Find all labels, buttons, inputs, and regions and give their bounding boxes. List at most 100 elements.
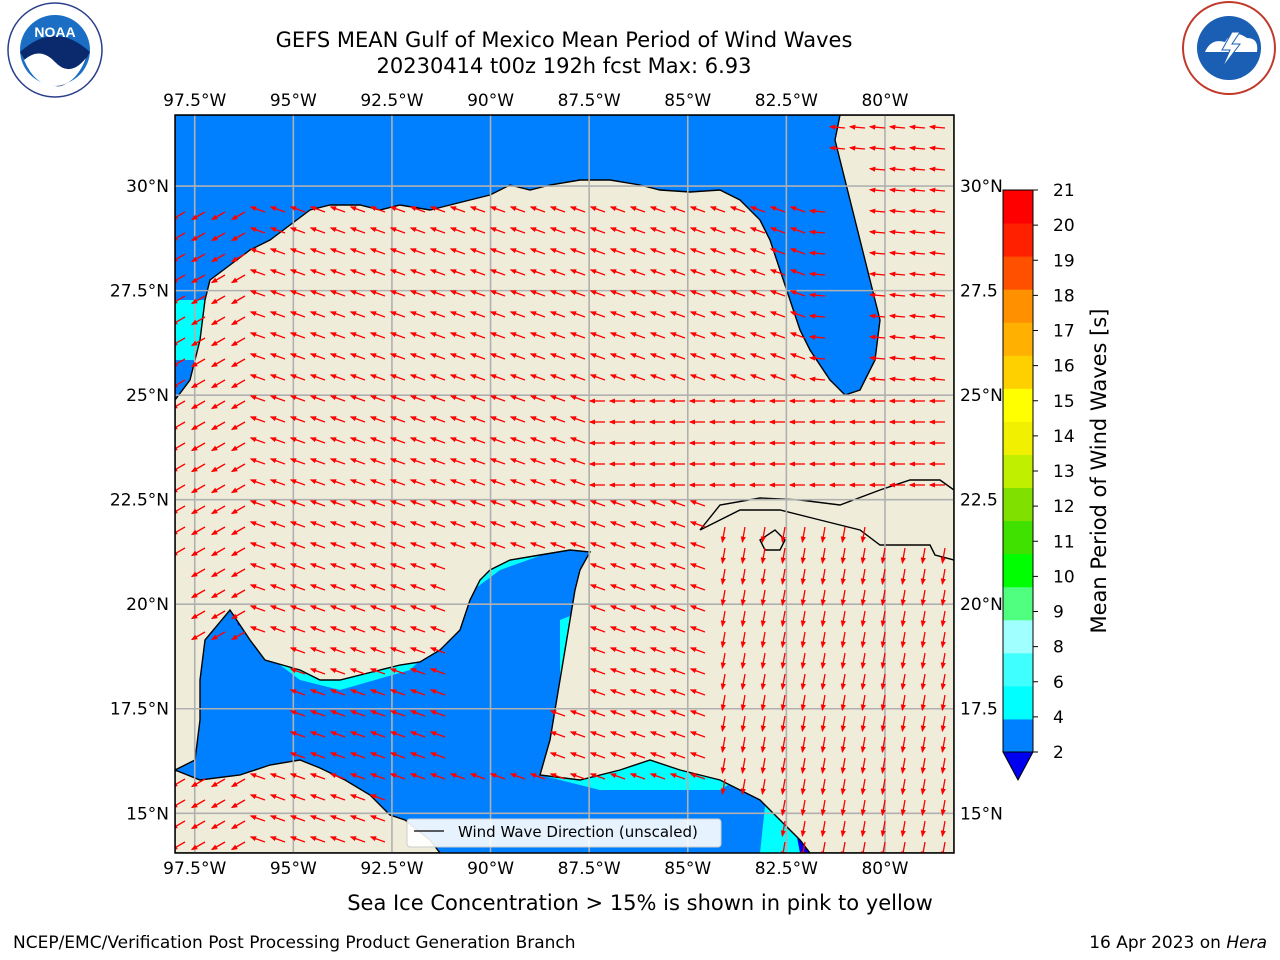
wave-arrow xyxy=(729,374,746,381)
wave-arrow xyxy=(928,187,946,193)
wave-arrow xyxy=(190,400,206,410)
wave-arrow xyxy=(529,395,546,402)
lon-tick-label: 87.5°W xyxy=(558,91,621,111)
wave-arrow xyxy=(689,752,706,759)
wave-arrow xyxy=(230,631,246,641)
wave-arrow xyxy=(800,610,806,628)
wave-arrow xyxy=(868,229,886,235)
wave-arrow xyxy=(880,610,886,628)
wave-arrow xyxy=(629,248,646,255)
wave-arrow xyxy=(449,521,466,528)
wave-arrow xyxy=(409,311,426,318)
lat-tick-label: 15°N xyxy=(960,804,1003,824)
wave-arrow xyxy=(329,458,346,465)
wave-arrow xyxy=(230,610,246,620)
wave-arrow xyxy=(609,311,626,318)
wave-arrow xyxy=(689,626,706,633)
wave-arrow xyxy=(569,416,586,423)
wave-arrow xyxy=(210,484,226,494)
wave-arrow xyxy=(269,227,286,234)
wave-arrow xyxy=(629,227,646,234)
wave-arrow xyxy=(629,500,646,507)
lon-tick-label: 97.5°W xyxy=(163,91,226,111)
wave-arrow xyxy=(349,437,366,444)
wave-arrow xyxy=(860,778,866,796)
wave-arrow xyxy=(569,290,586,297)
wave-arrow xyxy=(489,269,506,276)
wave-arrow xyxy=(509,311,526,318)
wave-arrow xyxy=(709,206,726,213)
wave-arrow xyxy=(230,337,246,347)
wave-arrow xyxy=(820,673,826,691)
wave-arrow xyxy=(329,689,346,696)
lat-tick-label: 27.5°N xyxy=(110,282,169,302)
wave-arrow xyxy=(529,353,546,360)
wave-arrow xyxy=(449,248,466,255)
wave-arrow xyxy=(940,778,946,796)
wave-arrow xyxy=(269,248,286,255)
wave-arrow xyxy=(880,673,886,691)
wave-arrow xyxy=(210,778,226,788)
wave-arrow xyxy=(529,416,546,423)
wave-arrow xyxy=(309,584,326,591)
wave-arrow xyxy=(289,605,306,612)
wave-arrow xyxy=(800,652,806,670)
wave-arrow xyxy=(269,395,286,402)
wave-arrow xyxy=(369,689,386,696)
wave-arrow xyxy=(900,589,906,607)
wave-arrow xyxy=(828,145,846,151)
wave-arrow xyxy=(749,374,766,381)
wave-arrow xyxy=(609,542,626,549)
wave-arrow xyxy=(309,563,326,570)
wave-arrow xyxy=(449,353,466,360)
wave-arrow xyxy=(489,290,506,297)
wave-arrow xyxy=(449,311,466,318)
wave-arrow xyxy=(629,353,646,360)
wave-arrow xyxy=(840,820,846,838)
wave-arrow xyxy=(569,206,586,213)
wave-arrow xyxy=(629,752,646,759)
wave-arrow xyxy=(349,752,366,759)
wave-arrow xyxy=(808,271,826,277)
footer-date-text: 16 Apr 2023 on xyxy=(1089,933,1227,953)
wave-arrow xyxy=(840,841,846,853)
wave-arrow xyxy=(409,395,426,402)
wave-arrow xyxy=(349,458,366,465)
lon-tick-label: 97.5°W xyxy=(163,859,226,879)
wave-arrow xyxy=(409,521,426,528)
wave-arrow xyxy=(369,311,386,318)
wave-arrow xyxy=(880,631,886,649)
map-legend: Wind Wave Direction (unscaled) xyxy=(406,818,722,848)
wave-arrow xyxy=(940,568,946,586)
wave-arrow xyxy=(760,652,766,670)
wave-arrow xyxy=(880,841,886,853)
wave-arrow xyxy=(289,752,306,759)
wave-arrow xyxy=(230,232,246,242)
wave-arrow xyxy=(940,631,946,649)
wave-arrow xyxy=(569,353,586,360)
wave-arrow xyxy=(589,311,606,318)
wave-arrow xyxy=(589,353,606,360)
wave-arrow xyxy=(629,563,646,570)
wave-arrow xyxy=(900,673,906,691)
wave-arrow xyxy=(669,521,686,528)
wave-arrow xyxy=(920,757,926,775)
wave-arrow xyxy=(820,694,826,712)
wave-arrow xyxy=(709,353,726,360)
wave-arrow xyxy=(880,547,886,565)
colorbar-segment xyxy=(1003,223,1033,257)
wave-arrow xyxy=(269,416,286,423)
wave-arrow xyxy=(789,311,806,318)
wave-arrow xyxy=(409,269,426,276)
wave-arrow xyxy=(210,526,226,536)
wave-arrow xyxy=(569,500,586,507)
wave-arrow xyxy=(309,542,326,549)
wave-arrow xyxy=(569,332,586,339)
wave-arrow xyxy=(780,736,786,754)
wave-arrow xyxy=(469,311,486,318)
wave-arrow xyxy=(820,631,826,649)
wave-arrow xyxy=(509,374,526,381)
wave-arrow xyxy=(800,715,806,733)
wave-arrow xyxy=(429,458,446,465)
wave-arrow xyxy=(309,374,326,381)
